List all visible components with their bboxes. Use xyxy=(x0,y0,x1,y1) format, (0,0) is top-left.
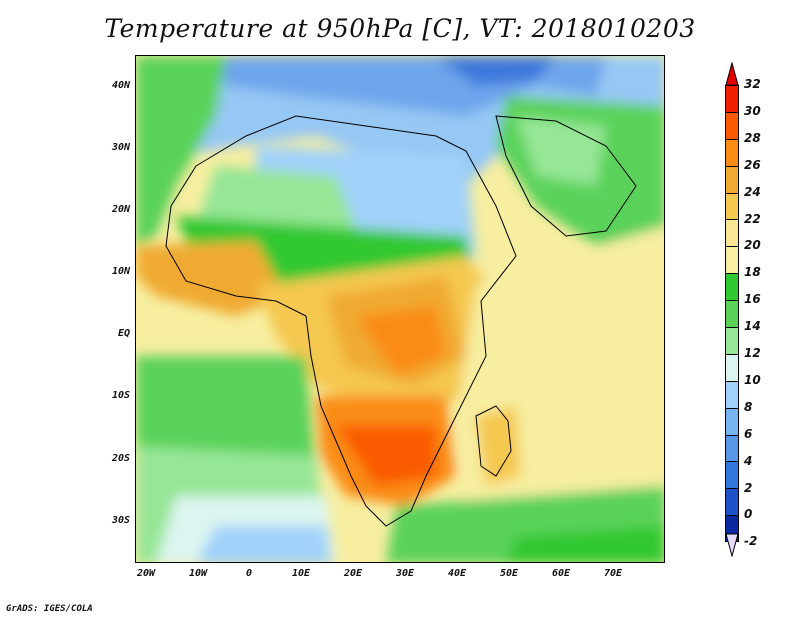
map-canvas xyxy=(136,56,664,562)
colorbar-segment xyxy=(725,273,739,301)
colorbar-tick-label: 22 xyxy=(744,211,761,226)
grads-credit: GrADS: IGES/COLA xyxy=(6,604,93,614)
colorbar-tick-label: 6 xyxy=(744,426,753,441)
colorbar-bottom-arrow xyxy=(725,533,739,557)
colorbar-top-arrow xyxy=(725,62,739,86)
colorbar-tick-label: 0 xyxy=(744,507,753,522)
lat-label-30s: 30S xyxy=(111,515,130,526)
lon-label-20w: 20W xyxy=(136,568,156,579)
colorbar-tick-label: 14 xyxy=(744,319,761,334)
lon-label-10e: 10E xyxy=(291,568,311,579)
colorbar-tick-label: 12 xyxy=(744,346,761,360)
colorbar-tick-label: 26 xyxy=(744,157,761,172)
colorbar-tick-label: 2 xyxy=(744,480,753,495)
lat-label-10s: 10S xyxy=(111,390,130,401)
colorbar-segment xyxy=(725,246,739,274)
lon-label-50e: 50E xyxy=(499,568,519,579)
colorbar-segment xyxy=(725,219,739,247)
colorbar-tick-label: 24 xyxy=(744,184,761,199)
lon-label-30e: 30E xyxy=(395,568,415,579)
colorbar-segment xyxy=(725,434,739,462)
colorbar-segment xyxy=(725,407,739,435)
colorbar-tick-label: 32 xyxy=(744,77,761,91)
colorbar-tick-label: 10 xyxy=(744,372,761,387)
chart-title: Temperature at 950hPa [C], VT: 201801020… xyxy=(104,14,696,43)
colorbar-tick-label: 8 xyxy=(744,399,753,414)
colorbar-tick-label: 28 xyxy=(744,130,761,145)
colorbar-segment xyxy=(725,111,739,139)
colorbar-segment xyxy=(725,488,739,516)
colorbar-segment xyxy=(725,461,739,489)
lat-label-eq: EQ xyxy=(117,328,130,339)
colorbar-tick-label: 30 xyxy=(744,103,761,118)
colorbar xyxy=(725,85,739,543)
colorbar-segment xyxy=(725,165,739,193)
colorbar-segment xyxy=(725,327,739,354)
lon-label-60e: 60E xyxy=(551,568,571,579)
colorbar-segment xyxy=(725,85,739,112)
colorbar-segment xyxy=(725,380,739,408)
lon-label-0: 0 xyxy=(245,568,253,579)
colorbar-tick-label: 18 xyxy=(744,265,761,280)
lon-label-40e: 40E xyxy=(447,568,467,579)
temperature-map xyxy=(135,55,665,563)
lat-label-40n: 40N xyxy=(111,80,130,91)
colorbar-tick-label: 20 xyxy=(744,238,761,253)
coastlines xyxy=(165,115,637,527)
colorbar-segment xyxy=(725,192,739,220)
colorbar-tick-label: 16 xyxy=(744,292,761,307)
colorbar-segment xyxy=(725,138,739,166)
colorbar-tick-label: -2 xyxy=(744,534,758,549)
lat-label-30n: 30N xyxy=(111,142,130,153)
temperature-field xyxy=(136,56,664,562)
lat-label-10n: 10N xyxy=(111,266,130,277)
lat-label-20n: 20N xyxy=(111,204,130,215)
lon-label-20e: 20E xyxy=(343,568,363,579)
lon-label-10w: 10W xyxy=(188,568,208,579)
colorbar-tick-label: 4 xyxy=(744,453,753,468)
lat-label-20s: 20S xyxy=(111,453,130,464)
colorbar-segment xyxy=(725,353,739,381)
colorbar-segment xyxy=(725,300,739,328)
lon-label-70e: 70E xyxy=(603,568,623,579)
